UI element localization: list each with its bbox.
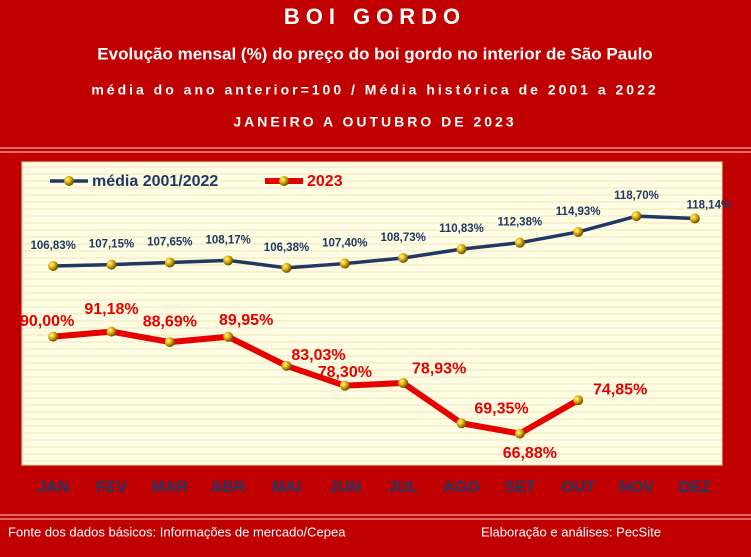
x-tick-label: ABR <box>211 479 246 496</box>
point-marker <box>223 255 234 266</box>
x-tick-label: FEV <box>96 479 127 496</box>
data-label: 66,88% <box>503 445 557 462</box>
legend-label: média 2001/2022 <box>92 173 218 190</box>
data-label: 83,03% <box>291 347 345 364</box>
x-tick-label: JUN <box>329 479 361 496</box>
subtitle: JANEIRO A OUTUBRO DE 2023 <box>233 114 516 130</box>
point-marker <box>689 213 700 224</box>
data-label: 89,95% <box>219 312 273 329</box>
chart-title: BOI GORDO <box>284 4 466 29</box>
data-label: 108,17% <box>205 234 250 246</box>
footer-source: Fonte dos dados básicos: Informações de … <box>8 524 346 539</box>
point-marker <box>398 252 409 263</box>
data-label: 107,65% <box>147 237 192 249</box>
data-label: 108,73% <box>380 232 425 244</box>
point-marker <box>106 259 117 270</box>
point-marker <box>514 237 525 248</box>
data-label: 74,85% <box>593 381 647 398</box>
point-marker <box>514 428 525 439</box>
data-label: 110,83% <box>439 223 484 235</box>
data-label: 78,30% <box>318 364 372 381</box>
x-tick-label: OUT <box>561 479 595 496</box>
data-label: 106,83% <box>30 240 75 252</box>
point-marker <box>48 331 59 342</box>
point-marker <box>48 260 59 271</box>
point-marker <box>106 326 117 337</box>
data-label: 91,18% <box>84 301 138 318</box>
x-tick-label: SET <box>504 479 535 496</box>
point-marker <box>281 262 292 273</box>
data-label: 78,93% <box>412 360 466 377</box>
point-marker <box>339 380 350 391</box>
legend-marker <box>64 176 74 186</box>
data-label: 112,38% <box>497 217 542 229</box>
x-tick-label: AGO <box>443 479 479 496</box>
plot-area <box>21 161 723 466</box>
data-label: 114,93% <box>556 206 601 218</box>
subtitle: média do ano anterior=100 / Média histór… <box>91 82 658 98</box>
x-tick-label: MAI <box>272 479 301 496</box>
point-marker <box>339 258 350 269</box>
point-marker <box>281 360 292 371</box>
data-label: 118,14% <box>686 200 731 212</box>
legend-label: 2023 <box>307 173 343 190</box>
point-marker <box>573 226 584 237</box>
point-marker <box>456 418 467 429</box>
data-label: 69,35% <box>474 400 528 417</box>
series-line <box>53 214 695 270</box>
data-label: 107,15% <box>89 239 134 251</box>
footer-credit: Elaboração e análises: PecSite <box>481 524 661 539</box>
series-line <box>52 328 580 437</box>
point-marker <box>398 378 409 389</box>
data-label: 90,00% <box>20 313 74 330</box>
point-marker <box>164 257 175 268</box>
legend-marker <box>279 176 289 186</box>
data-label: 107,40% <box>322 238 367 250</box>
x-tick-label: JUL <box>388 479 418 496</box>
data-label: 106,38% <box>264 242 309 254</box>
data-label: 88,69% <box>143 313 197 330</box>
point-marker <box>223 331 234 342</box>
x-tick-label: MAR <box>152 479 189 496</box>
x-tick-label: DEZ <box>679 479 711 496</box>
point-marker <box>573 395 584 406</box>
data-label: 118,70% <box>614 190 659 202</box>
x-tick-label: JAN <box>37 479 69 496</box>
subtitle: Evolução mensal (%) do preço do boi gord… <box>97 44 652 63</box>
x-tick-label: NOV <box>619 479 654 496</box>
point-marker <box>164 337 175 348</box>
point-marker <box>631 211 642 222</box>
point-marker <box>456 244 467 255</box>
